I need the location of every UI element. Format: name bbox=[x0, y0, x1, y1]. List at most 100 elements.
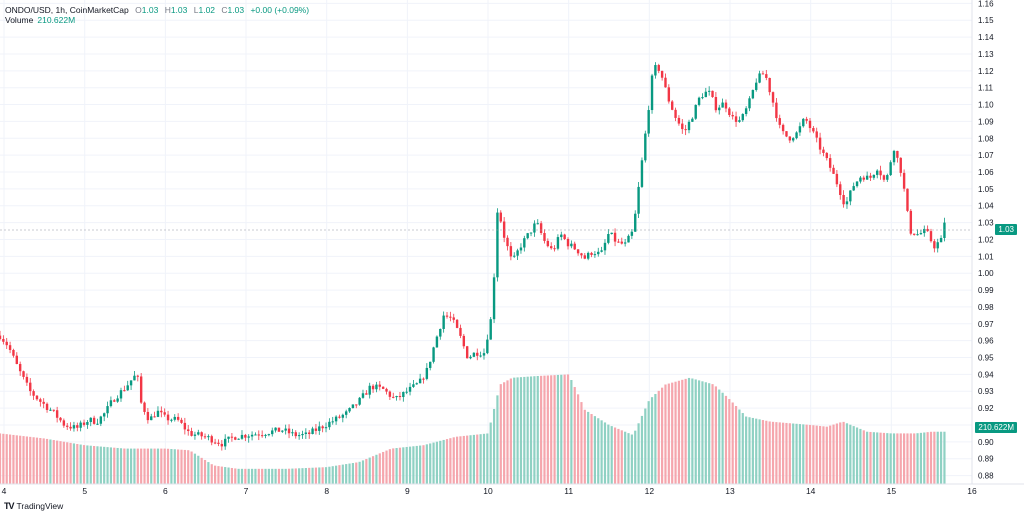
volume-bar bbox=[119, 448, 123, 484]
candle-body bbox=[543, 233, 546, 241]
price-tick-label: 1.13 bbox=[978, 50, 994, 59]
candle-body bbox=[597, 251, 600, 255]
volume-bar bbox=[691, 378, 694, 484]
candle-body bbox=[610, 232, 613, 235]
candle-body bbox=[862, 177, 865, 180]
change-value: +0.00 (+0.09%) bbox=[250, 5, 310, 15]
volume-bar bbox=[543, 375, 546, 484]
candle-body bbox=[516, 250, 519, 256]
low-label: L bbox=[193, 5, 199, 15]
volume-bar bbox=[311, 467, 314, 484]
volume-bar bbox=[69, 442, 72, 484]
candle-body bbox=[348, 408, 351, 412]
candle-body bbox=[526, 233, 529, 239]
candle-body bbox=[398, 396, 402, 398]
ohlc-legend[interactable]: ONDO/USD, 1h, CoinMarketCap O1.03 H1.03 … bbox=[5, 4, 309, 16]
volume-bar bbox=[12, 434, 15, 484]
candle-body bbox=[852, 186, 855, 191]
price-tick-label: 0.93 bbox=[978, 387, 994, 396]
volume-bar bbox=[358, 461, 361, 484]
candle-body bbox=[378, 384, 381, 387]
volume-bar bbox=[711, 384, 714, 484]
candle-body bbox=[432, 347, 435, 362]
volume-bar bbox=[45, 438, 49, 484]
candle-body bbox=[701, 97, 704, 99]
volume-bar bbox=[492, 408, 496, 484]
volume-bar bbox=[600, 420, 603, 484]
candle-body bbox=[634, 213, 637, 232]
time-axis: 4 5 6 7 8 9 10 11 12 13 14 15 16 bbox=[2, 486, 977, 496]
volume-bar bbox=[237, 468, 240, 484]
candle-body bbox=[607, 234, 610, 243]
candle-body bbox=[825, 152, 829, 159]
volume-bar bbox=[768, 421, 771, 484]
volume-bar bbox=[52, 440, 55, 484]
price-tick-label: 1.15 bbox=[978, 16, 994, 25]
candle-body bbox=[886, 175, 889, 180]
candle-body bbox=[489, 319, 492, 340]
volume-bar bbox=[694, 379, 697, 484]
candle-body bbox=[731, 115, 734, 117]
candle-body bbox=[39, 399, 42, 402]
volume-bar bbox=[254, 468, 257, 484]
price-tick-label: 1.05 bbox=[978, 185, 994, 194]
candle-body bbox=[761, 73, 765, 75]
candle-body bbox=[795, 132, 798, 139]
volume-bar bbox=[82, 445, 86, 484]
volume-bar bbox=[785, 422, 788, 484]
volume-legend[interactable]: Volume 210.622M bbox=[5, 15, 75, 25]
volume-bar bbox=[382, 451, 385, 484]
volume-bar bbox=[580, 402, 583, 484]
volume-bar bbox=[499, 384, 502, 484]
volume-bar bbox=[647, 401, 650, 484]
candle-body bbox=[704, 91, 708, 98]
candle-body bbox=[560, 234, 563, 238]
volume-bar bbox=[506, 380, 509, 484]
candle-body bbox=[254, 434, 257, 436]
volume-bar bbox=[469, 435, 472, 484]
candle-body bbox=[506, 237, 509, 247]
candle-body bbox=[405, 391, 408, 393]
candle-body bbox=[812, 128, 815, 132]
volume-bar bbox=[724, 395, 728, 484]
candle-body bbox=[486, 339, 489, 354]
candle-body bbox=[15, 355, 19, 364]
candle-body bbox=[308, 432, 311, 435]
candle-body bbox=[133, 375, 136, 381]
price-tick-label: 1.06 bbox=[978, 168, 994, 177]
price-tick-label: 0.99 bbox=[978, 286, 994, 295]
candle-body bbox=[361, 393, 365, 398]
candle-body bbox=[284, 428, 287, 431]
candle-body bbox=[324, 427, 328, 429]
volume-bar bbox=[429, 443, 432, 484]
tradingview-attribution[interactable]: TV TradingView bbox=[4, 501, 63, 511]
candle-body bbox=[718, 107, 721, 111]
candle-body bbox=[650, 75, 654, 111]
candle-body bbox=[721, 102, 724, 108]
price-tick-label: 1.08 bbox=[978, 134, 994, 143]
candle-body bbox=[207, 436, 210, 438]
candle-body bbox=[381, 386, 385, 389]
volume-bar bbox=[624, 431, 627, 484]
volume-bar bbox=[287, 468, 291, 484]
candle-body bbox=[415, 383, 418, 385]
candle-body bbox=[539, 223, 543, 234]
volume-bar bbox=[140, 448, 143, 484]
volume-bar bbox=[79, 444, 82, 484]
candle-body bbox=[163, 412, 166, 415]
volume-bar bbox=[519, 377, 523, 484]
candle-body bbox=[22, 371, 25, 377]
candle-body bbox=[627, 235, 630, 243]
candle-body bbox=[412, 384, 415, 387]
volume-bar bbox=[277, 468, 281, 484]
price-tick-label: 1.04 bbox=[978, 202, 994, 211]
volume-bar bbox=[697, 380, 701, 484]
candle-body bbox=[570, 243, 573, 247]
candle-body bbox=[190, 431, 193, 436]
volume-bar bbox=[503, 382, 506, 484]
tradingview-logo-icon: TV bbox=[4, 501, 14, 511]
candle-body bbox=[479, 355, 482, 357]
volume-bar bbox=[687, 377, 691, 484]
volume-bar bbox=[163, 448, 166, 484]
